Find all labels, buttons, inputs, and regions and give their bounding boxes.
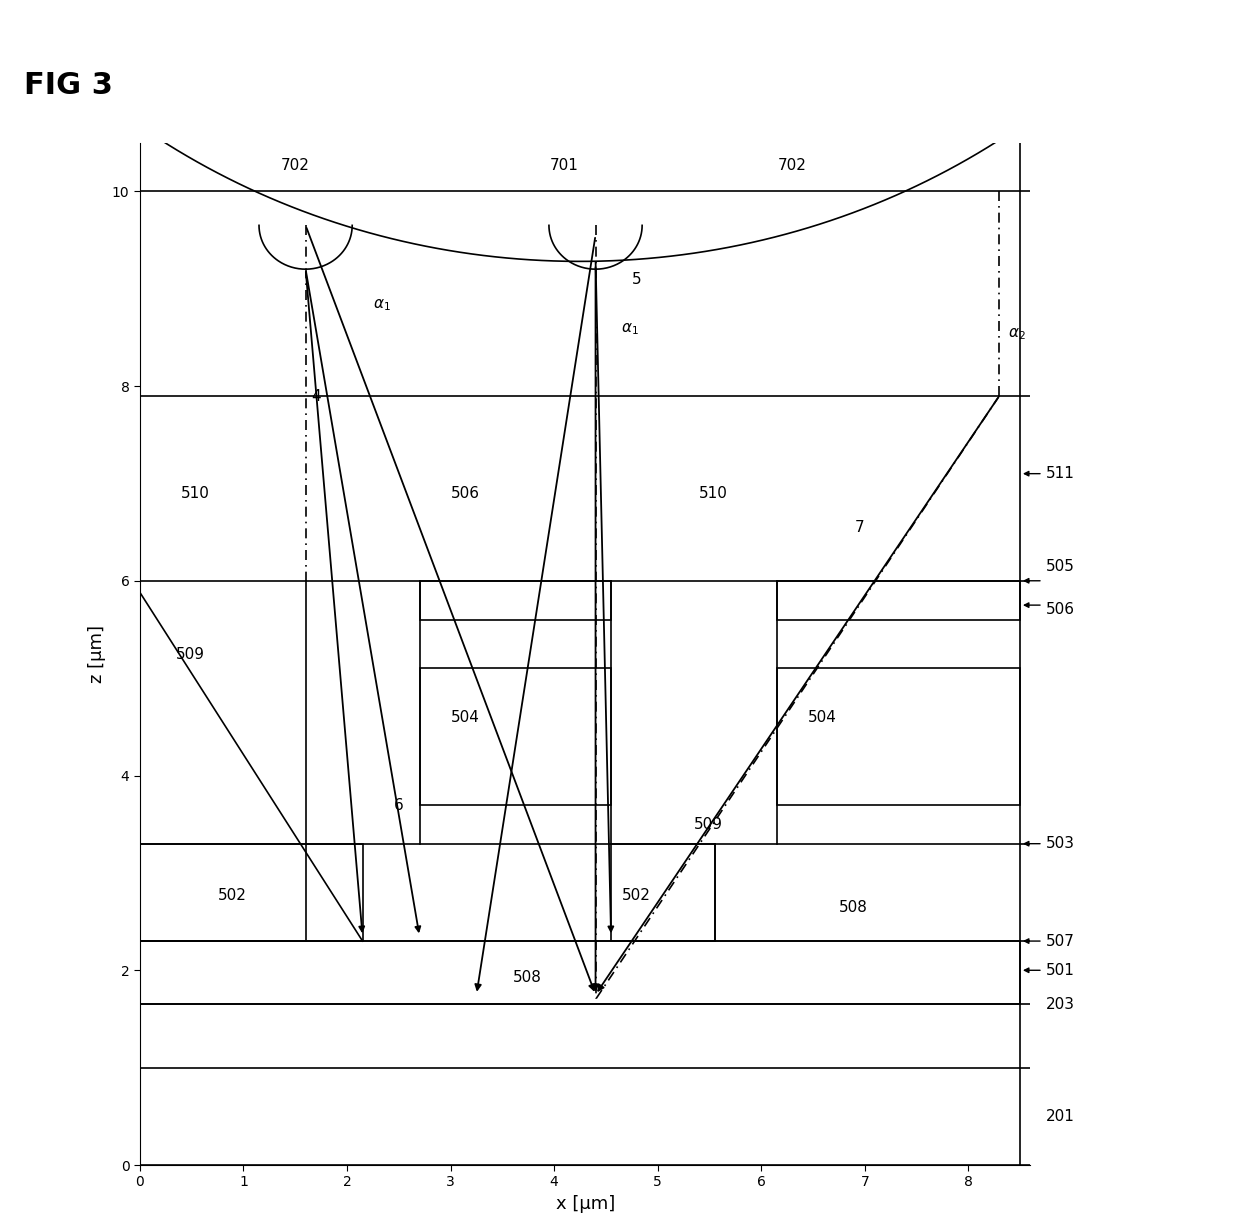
Text: 203: 203 bbox=[1047, 997, 1075, 1012]
Y-axis label: z [μm]: z [μm] bbox=[88, 625, 107, 683]
Text: 4: 4 bbox=[311, 388, 320, 404]
Text: 506: 506 bbox=[1047, 603, 1075, 618]
Bar bbox=[776, 581, 1021, 620]
Text: 702: 702 bbox=[777, 158, 807, 173]
Text: 511: 511 bbox=[1047, 467, 1075, 481]
Bar bbox=[776, 668, 1021, 804]
Text: 6: 6 bbox=[393, 798, 403, 813]
Bar bbox=[140, 844, 362, 941]
Text: 702: 702 bbox=[280, 158, 310, 173]
Bar bbox=[419, 668, 611, 804]
Text: 503: 503 bbox=[1047, 836, 1075, 851]
X-axis label: x [μm]: x [μm] bbox=[556, 1195, 615, 1213]
Text: FIG 3: FIG 3 bbox=[24, 71, 113, 99]
Text: 508: 508 bbox=[839, 900, 868, 915]
Text: 507: 507 bbox=[1047, 933, 1075, 948]
Text: 5: 5 bbox=[632, 271, 641, 287]
Text: 201: 201 bbox=[1047, 1109, 1075, 1124]
Text: 508: 508 bbox=[512, 970, 542, 985]
Text: $\alpha_1$: $\alpha_1$ bbox=[373, 297, 391, 313]
Text: $\alpha_1$: $\alpha_1$ bbox=[621, 322, 639, 338]
Text: 510: 510 bbox=[181, 486, 211, 501]
Text: 509: 509 bbox=[694, 817, 723, 833]
Text: 501: 501 bbox=[1047, 963, 1075, 977]
Text: $\alpha_2$: $\alpha_2$ bbox=[1008, 327, 1025, 343]
Text: 505: 505 bbox=[1047, 559, 1075, 573]
Bar bbox=[140, 941, 1021, 1005]
Text: 504: 504 bbox=[807, 710, 837, 725]
Text: 504: 504 bbox=[450, 710, 480, 725]
Text: 510: 510 bbox=[699, 486, 728, 501]
Text: 7: 7 bbox=[854, 521, 864, 535]
Text: 506: 506 bbox=[450, 486, 480, 501]
Bar bbox=[419, 581, 611, 620]
Text: 502: 502 bbox=[621, 888, 650, 903]
Text: 509: 509 bbox=[176, 647, 205, 662]
Bar bbox=[611, 844, 714, 941]
Text: 701: 701 bbox=[551, 158, 579, 173]
Text: 502: 502 bbox=[217, 888, 247, 903]
